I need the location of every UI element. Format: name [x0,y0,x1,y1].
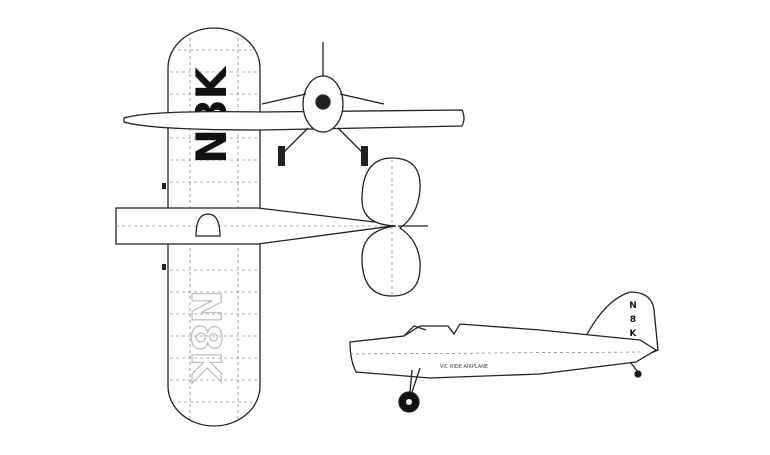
front-view [123,42,465,166]
front-view-left-wheel [278,146,285,166]
front-view-wing [123,109,465,131]
tailplane [361,157,428,297]
fin-letter-k: K [630,329,638,339]
fuselage-side-text: VIC RIDE AIRPLANE [440,364,488,370]
side-view [349,291,659,413]
top-view-fuselage [115,207,401,245]
tailplane-outline [361,157,421,297]
side-view-tail-wheel [634,370,642,378]
front-view-right-wheel [361,146,368,166]
fin-letter-8: 8 [630,315,636,325]
side-view-fuselage [349,323,658,379]
top-view-cockpit [195,213,221,237]
wing-registration-ghost-text: N8K [182,290,228,384]
fin-letter-n: N [629,301,637,311]
